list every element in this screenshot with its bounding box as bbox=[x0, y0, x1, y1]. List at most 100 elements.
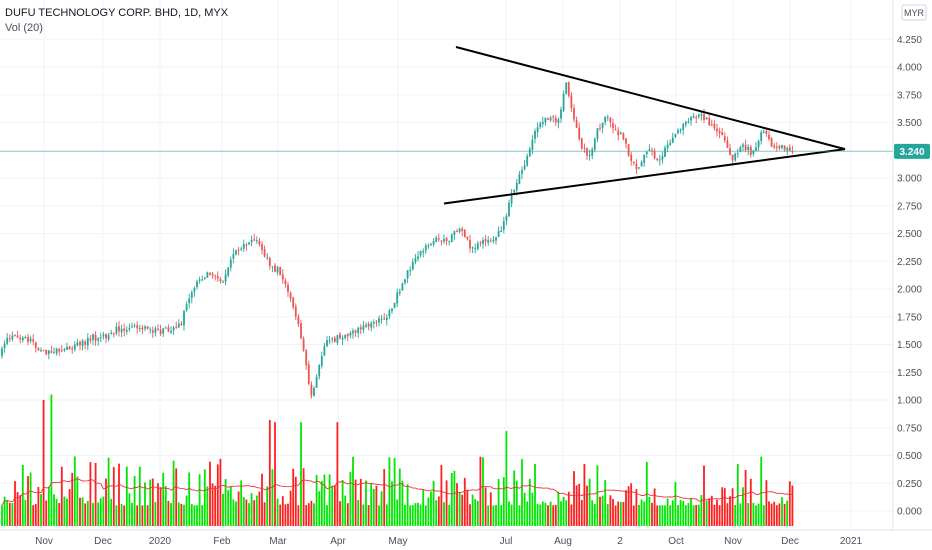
time-axis[interactable]: Nov Dec 2020 Feb Mar Apr May Jul Aug 2 Oct Nov Dec 20… bbox=[35, 536, 862, 547]
volume-indicator-label[interactable]: Vol (20) bbox=[5, 22, 43, 34]
trendline-lower[interactable] bbox=[443, 148, 846, 205]
volume-bar bbox=[16, 492, 19, 526]
volume-bar bbox=[250, 493, 253, 526]
volume-bar bbox=[177, 502, 180, 526]
volume-bar bbox=[29, 472, 32, 526]
volume-bar bbox=[253, 500, 256, 526]
volume-bar bbox=[224, 479, 227, 526]
volume-bar bbox=[211, 483, 214, 526]
candle-body bbox=[307, 364, 310, 384]
volume-bar bbox=[281, 496, 284, 526]
candle-body bbox=[417, 256, 419, 259]
trendline-upper[interactable] bbox=[455, 46, 846, 151]
candle-body bbox=[268, 258, 271, 267]
candle-body bbox=[427, 245, 430, 247]
candle-body bbox=[362, 325, 365, 330]
volume-bar bbox=[138, 466, 141, 526]
volume-bar bbox=[255, 495, 258, 526]
candle-body bbox=[53, 352, 55, 354]
candle-body bbox=[115, 326, 118, 334]
candle-body bbox=[658, 159, 661, 161]
volume-bar bbox=[125, 466, 128, 526]
candle-body bbox=[508, 202, 510, 216]
volume-bar bbox=[705, 500, 708, 526]
volume-bar bbox=[1, 505, 3, 526]
candle-body bbox=[398, 291, 401, 294]
volume-bar bbox=[757, 503, 760, 526]
volume-bar bbox=[372, 488, 375, 526]
candle-body bbox=[190, 292, 193, 298]
symbol-title[interactable]: DUFU TECHNOLOGY CORP. BHD, 1D, MYX bbox=[5, 7, 229, 19]
candle-body bbox=[34, 342, 37, 348]
x-tick-label: May bbox=[389, 536, 408, 547]
volume-bar bbox=[219, 458, 222, 526]
volume-bar bbox=[653, 488, 656, 526]
currency-badge[interactable]: MYR bbox=[901, 4, 927, 21]
candle-body bbox=[567, 82, 570, 96]
candle-body bbox=[19, 337, 22, 340]
candle-body bbox=[534, 130, 536, 139]
candle-body bbox=[703, 114, 705, 121]
volume-bar bbox=[68, 489, 71, 526]
candle-body bbox=[141, 327, 144, 330]
volume-bar bbox=[300, 422, 302, 526]
x-tick-label: Nov bbox=[724, 536, 742, 547]
candle-body bbox=[656, 158, 659, 160]
price-axis[interactable]: 0.000 0.250 0.500 0.750 1.000 1.250 1.500 1.750… bbox=[897, 35, 922, 518]
candle-body bbox=[583, 147, 586, 149]
volume-bar bbox=[484, 487, 487, 526]
candle-body bbox=[731, 154, 734, 161]
candle-body bbox=[45, 350, 48, 355]
candle-body bbox=[71, 348, 74, 350]
candle-body bbox=[510, 193, 513, 204]
volume-bar bbox=[601, 495, 604, 526]
volume-bar bbox=[697, 504, 700, 526]
candle-body bbox=[440, 240, 443, 242]
volume-bar bbox=[710, 495, 713, 526]
volume-bar bbox=[492, 505, 495, 526]
candle-body bbox=[144, 326, 146, 329]
volume-bar bbox=[744, 470, 747, 526]
volume-bar bbox=[42, 400, 45, 526]
volume-bar bbox=[682, 501, 685, 526]
candle-body bbox=[240, 248, 243, 250]
volume-bar bbox=[417, 502, 419, 526]
y-tick-label: 1.000 bbox=[897, 396, 922, 407]
volume-bar bbox=[617, 501, 620, 526]
candle-body bbox=[778, 145, 781, 149]
volume-bar bbox=[565, 500, 568, 526]
candle-body bbox=[450, 234, 453, 242]
volume-bar bbox=[354, 479, 357, 526]
volume-bar bbox=[320, 480, 323, 526]
candle-body bbox=[742, 144, 744, 147]
volume-bar bbox=[768, 501, 770, 526]
volume-bar bbox=[393, 458, 396, 526]
candle-body bbox=[248, 242, 250, 245]
volume-bar bbox=[27, 476, 29, 526]
volume-bar bbox=[419, 504, 422, 526]
volume-bar bbox=[435, 500, 438, 526]
candle-body bbox=[32, 339, 35, 342]
candle-body bbox=[50, 351, 53, 353]
candle-body bbox=[250, 239, 253, 243]
candle-body bbox=[692, 116, 695, 118]
candle-body bbox=[768, 134, 770, 140]
candle-body bbox=[341, 338, 344, 340]
volume-bar bbox=[362, 504, 365, 526]
candle-body bbox=[430, 244, 432, 246]
candle-body bbox=[599, 127, 601, 129]
volume-bar bbox=[391, 481, 393, 526]
volume-bar bbox=[437, 496, 440, 526]
volume-bar bbox=[651, 502, 653, 526]
candle-body bbox=[146, 326, 149, 329]
x-tick-label: Aug bbox=[554, 536, 572, 547]
candle-body bbox=[42, 350, 45, 352]
candle-body bbox=[107, 335, 110, 340]
candle-body bbox=[201, 279, 204, 281]
volume-bar bbox=[289, 490, 292, 526]
candle-body bbox=[573, 107, 575, 120]
candle-body bbox=[1, 348, 3, 356]
y-tick-label: 1.500 bbox=[897, 340, 922, 351]
candle-body bbox=[136, 325, 139, 329]
volume-bar bbox=[549, 501, 552, 526]
